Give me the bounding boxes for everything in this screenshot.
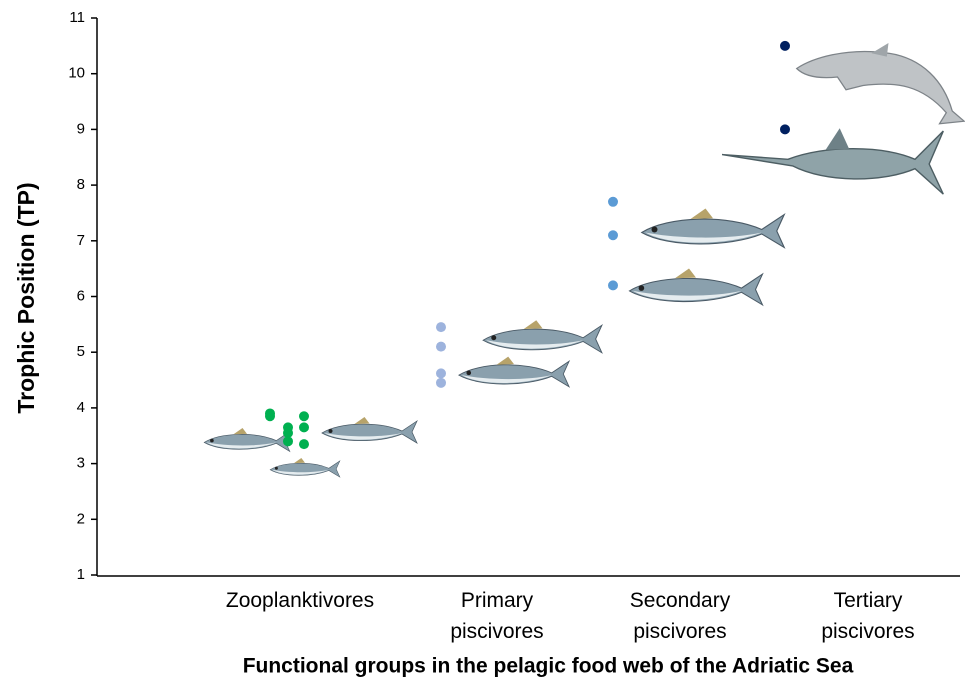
x-tick-label: Tertiary piscivores xyxy=(821,589,914,643)
y-tick-label: 5 xyxy=(77,343,85,360)
fish-image xyxy=(458,356,570,388)
fish-image xyxy=(321,417,418,444)
data-point xyxy=(299,422,309,433)
data-point xyxy=(283,436,293,447)
fish-image xyxy=(628,267,764,306)
fish-image xyxy=(203,428,291,452)
data-point xyxy=(436,322,446,333)
data-point xyxy=(608,280,618,291)
data-point xyxy=(436,368,446,379)
x-tick-label: Primary piscivores xyxy=(450,589,543,643)
data-point xyxy=(283,427,293,438)
y-tick-label: 2 xyxy=(77,510,85,527)
swordfish-image xyxy=(722,127,945,195)
y-tick-label: 11 xyxy=(69,9,85,26)
y-axis-title: Trophic Position (TP) xyxy=(13,182,39,413)
fish-image xyxy=(269,458,341,478)
y-tick-label: 1 xyxy=(77,566,85,583)
data-point xyxy=(608,230,618,241)
y-tick-label: 3 xyxy=(77,455,85,472)
fish-image xyxy=(482,319,603,354)
y-tick-label: 7 xyxy=(77,232,85,249)
data-point xyxy=(780,40,790,51)
data-point xyxy=(780,124,790,135)
data-point xyxy=(608,196,618,207)
illustrations xyxy=(203,42,965,478)
data-point xyxy=(436,377,446,388)
y-tick-label: 9 xyxy=(77,120,85,137)
data-point xyxy=(265,411,275,422)
y-tick-label: 6 xyxy=(77,287,85,304)
data-point xyxy=(299,411,309,422)
x-axis-title: Functional groups in the pelagic food we… xyxy=(243,655,854,678)
x-tick-label: Secondary piscivores xyxy=(630,589,731,643)
y-tick-label: 10 xyxy=(68,65,85,82)
data-point xyxy=(436,341,446,352)
x-tick-label: Zooplanktivores xyxy=(226,589,374,612)
y-tick-label: 8 xyxy=(77,176,85,193)
y-tick-label: 4 xyxy=(77,399,85,416)
dolphin-image xyxy=(795,42,965,125)
fish-image xyxy=(641,208,785,249)
data-point xyxy=(299,439,309,450)
